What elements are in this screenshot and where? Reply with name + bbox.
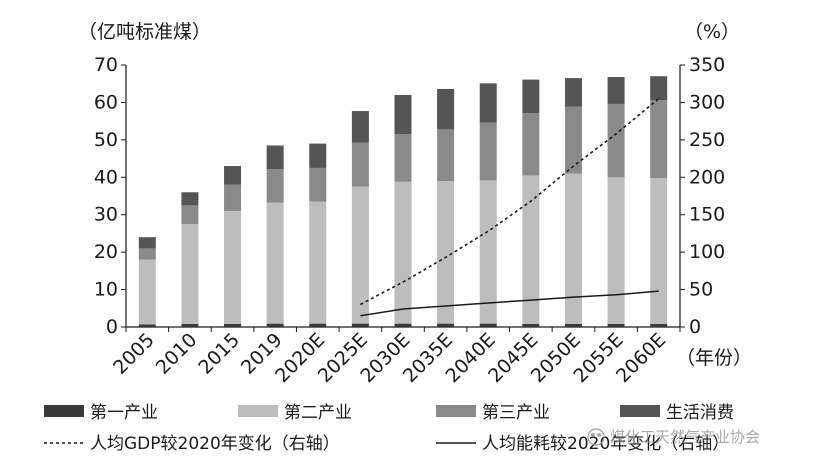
bar-segment: [351, 142, 369, 187]
bar-segment: [522, 79, 540, 114]
legend-label-primary: 第一产业: [90, 403, 158, 423]
bar-segment: [564, 173, 582, 325]
legend-swatch-secondary: [238, 405, 278, 417]
bar-segment: [138, 324, 156, 327]
bar-segment: [138, 237, 156, 249]
bar-segment: [479, 83, 497, 123]
x-axis-unit: （年份）: [676, 347, 752, 369]
watermark-logo-icon-inner: [591, 433, 595, 437]
right-tick-label: 250: [689, 129, 725, 151]
bar-segment: [224, 166, 242, 185]
right-tick-label: 50: [689, 279, 713, 301]
x-tick-label: 2015: [194, 329, 244, 379]
bar-segment: [181, 324, 199, 327]
legend-label-gdp-line: 人均GDP较2020年变化（右轴）: [90, 434, 340, 454]
left-tick-label: 30: [94, 204, 118, 226]
left-axis-unit: （亿吨标准煤）: [78, 21, 211, 43]
bar-segment: [224, 210, 242, 325]
bars-layer: [138, 76, 668, 327]
bar-segment: [437, 323, 455, 327]
watermark: 煤化工天然气产业协会: [587, 428, 760, 446]
bar-segment: [607, 177, 625, 325]
bar-segment: [650, 178, 668, 325]
bar-segment: [564, 324, 582, 327]
bar-segment: [522, 113, 540, 176]
energy-change-line: [360, 290, 659, 317]
right-tick-label: 350: [689, 54, 725, 76]
bar-segment: [181, 192, 199, 206]
bar-segment: [266, 145, 284, 170]
watermark-logo-icon-inner-2: [597, 433, 601, 437]
left-tick-label: 0: [106, 316, 118, 338]
left-tick-label: 10: [94, 279, 118, 301]
legend-swatch-household: [620, 405, 660, 417]
bar-segment: [224, 184, 242, 211]
bar-segment: [479, 180, 497, 324]
bar-segment: [522, 175, 540, 325]
bar-segment: [138, 248, 156, 260]
legend-label-secondary: 第二产业: [284, 403, 352, 423]
legend-swatch-primary: [44, 405, 84, 417]
bar-segment: [522, 324, 540, 327]
left-tick-label: 60: [94, 91, 118, 113]
bar-segment: [650, 76, 668, 101]
bar-segment: [607, 324, 625, 327]
right-axis-unit: （%）: [684, 21, 740, 43]
bar-segment: [266, 202, 284, 324]
bar-segment: [309, 201, 327, 324]
watermark-logo-icon: [587, 428, 605, 446]
x-tick-label: 2010: [152, 329, 202, 379]
bar-segment: [266, 323, 284, 327]
bar-segment: [650, 100, 668, 179]
bar-segment: [607, 103, 625, 178]
bar-segment: [437, 88, 455, 130]
bar-segment: [224, 324, 242, 327]
bar-segment: [479, 122, 497, 181]
left-tick-label: 40: [94, 166, 118, 188]
bar-segment: [394, 181, 412, 324]
bar-segment: [309, 323, 327, 327]
legend-label-energy-line: 人均能耗较2020年变化（右轴）: [482, 434, 729, 454]
bar-segment: [181, 205, 199, 225]
legend-swatch-tertiary: [436, 405, 476, 417]
bar-segment: [437, 181, 455, 324]
bar-segment: [351, 111, 369, 143]
bar-segment: [437, 129, 455, 182]
bar-segment: [394, 323, 412, 327]
right-tick-label: 300: [689, 91, 725, 113]
right-tick-label: 150: [689, 204, 725, 226]
lines-layer: [360, 98, 660, 317]
bar-segment: [479, 323, 497, 327]
bar-segment: [564, 78, 582, 107]
right-tick-label: 200: [689, 166, 725, 188]
legend-label-tertiary: 第三产业: [482, 403, 550, 423]
bar-segment: [181, 224, 199, 325]
bar-segment: [394, 94, 412, 135]
bar-segment: [564, 106, 582, 174]
bar-segment: [351, 186, 369, 324]
watermark-text: 煤化工天然气产业协会: [610, 428, 760, 446]
left-tick-label: 20: [94, 241, 118, 263]
bar-segment: [394, 134, 412, 182]
left-tick-label: 50: [94, 129, 118, 151]
legend-label-household: 生活消费: [666, 403, 734, 423]
bar-segment: [266, 169, 284, 203]
left-tick-label: 70: [94, 54, 118, 76]
bar-segment: [351, 323, 369, 327]
right-tick-label: 0: [689, 316, 701, 338]
bar-segment: [607, 76, 625, 104]
bar-segment: [309, 167, 327, 202]
gdp-change-line: [360, 98, 660, 306]
bar-segment: [650, 324, 668, 327]
bar-segment: [138, 259, 156, 325]
right-tick-label: 100: [689, 241, 725, 263]
bar-segment: [309, 143, 327, 168]
